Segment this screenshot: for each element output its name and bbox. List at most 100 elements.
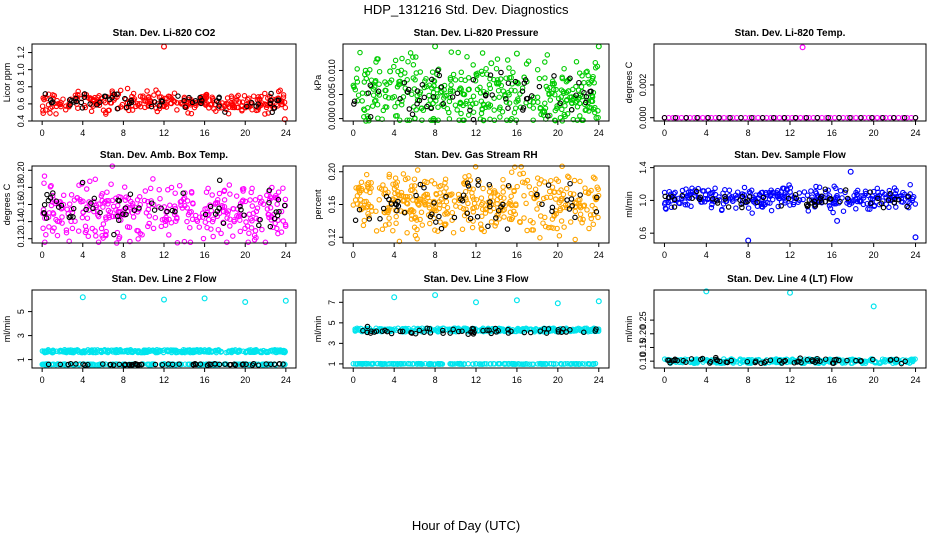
data-point [576, 100, 583, 107]
figure-title: HDP_131216 Std. Dev. Diagnostics [364, 2, 569, 17]
data-point [123, 211, 129, 218]
data-point [210, 233, 216, 240]
data-point [182, 203, 188, 209]
data-point [231, 218, 237, 225]
data-point [561, 224, 567, 230]
data-point [523, 95, 530, 102]
data-point [408, 329, 414, 336]
data-point [495, 87, 502, 94]
data-point [386, 221, 392, 227]
data-point [753, 192, 759, 198]
data-point [750, 199, 757, 205]
data-point [879, 189, 885, 196]
data-point [63, 227, 70, 233]
data-point [672, 114, 679, 121]
data-point [215, 197, 221, 203]
data-point [545, 182, 552, 188]
x-tick-label: 12 [471, 375, 481, 385]
data-point [231, 104, 238, 110]
data-point [893, 356, 900, 363]
data-point [472, 164, 479, 170]
data-point [734, 189, 741, 195]
data-point [749, 210, 755, 216]
data-point [108, 181, 114, 187]
data-point [434, 325, 441, 332]
x-tick-label: 24 [281, 250, 291, 260]
x-tick-label: 0 [351, 128, 356, 138]
data-point [410, 360, 417, 367]
data-point [595, 108, 601, 114]
data-point [388, 330, 395, 337]
data-point [114, 105, 121, 112]
data-point [898, 360, 905, 367]
data-point [184, 218, 190, 225]
data-point [761, 201, 768, 208]
data-point [248, 100, 255, 106]
data-point [459, 226, 466, 233]
data-point [671, 196, 678, 203]
data-point [414, 101, 420, 107]
y-tick-label: 0.16 [16, 196, 26, 214]
data-point [550, 360, 557, 367]
outlier-point [387, 68, 394, 75]
x-tick-label: 24 [281, 375, 291, 385]
y-tick-label: 0.15 [638, 339, 648, 357]
x-tick-label: 24 [281, 128, 291, 138]
data-point [713, 354, 719, 361]
data-point [266, 187, 273, 194]
data-point [699, 355, 706, 362]
data-point [593, 115, 599, 121]
data-point [268, 195, 275, 201]
data-point [525, 58, 532, 64]
data-point [505, 80, 512, 86]
x-tick-label: 20 [553, 250, 563, 260]
data-point [106, 214, 113, 221]
data-point [145, 223, 151, 230]
data-point [262, 102, 269, 108]
data-point [464, 210, 471, 217]
points-group [661, 168, 919, 244]
data-point [682, 201, 689, 208]
data-point [353, 75, 360, 82]
data-point [517, 219, 523, 226]
data-point [477, 90, 484, 96]
data-point [186, 94, 192, 101]
data-point [258, 198, 265, 205]
data-point [59, 214, 65, 220]
y-tick-label: 0.000 [638, 106, 648, 129]
x-tick-label: 20 [240, 375, 250, 385]
data-point [902, 358, 908, 365]
y-tick-label: 0.8 [16, 81, 26, 94]
data-point [352, 217, 359, 224]
data-point [282, 196, 289, 203]
data-point [432, 205, 439, 211]
data-point [447, 192, 454, 198]
data-point [717, 358, 723, 365]
data-point [577, 202, 584, 209]
data-point [442, 176, 449, 182]
data-point [426, 92, 432, 99]
data-point [262, 90, 268, 97]
data-point [567, 190, 574, 197]
data-point [758, 360, 764, 367]
y-tick-label: 0.6 [16, 98, 26, 111]
data-point [478, 195, 485, 201]
data-point [585, 79, 592, 86]
data-point [672, 189, 678, 196]
data-point [892, 196, 898, 203]
data-point [57, 361, 64, 368]
data-point [366, 213, 372, 219]
data-point [512, 88, 518, 94]
data-point [258, 93, 264, 100]
panel-6: Stan. Dev. Sample Flow ml/min 0 4 8 12 16 20 24 0… [624, 150, 927, 260]
data-point [84, 204, 90, 210]
data-point [224, 239, 230, 245]
data-point [589, 202, 595, 209]
panel-ylabel: degrees C [624, 61, 634, 103]
data-point [128, 361, 135, 368]
x-tick-label: 24 [911, 375, 921, 385]
outlier-point [703, 288, 710, 295]
x-tick-label: 4 [392, 128, 397, 138]
data-point [270, 224, 276, 231]
data-point [886, 204, 892, 211]
